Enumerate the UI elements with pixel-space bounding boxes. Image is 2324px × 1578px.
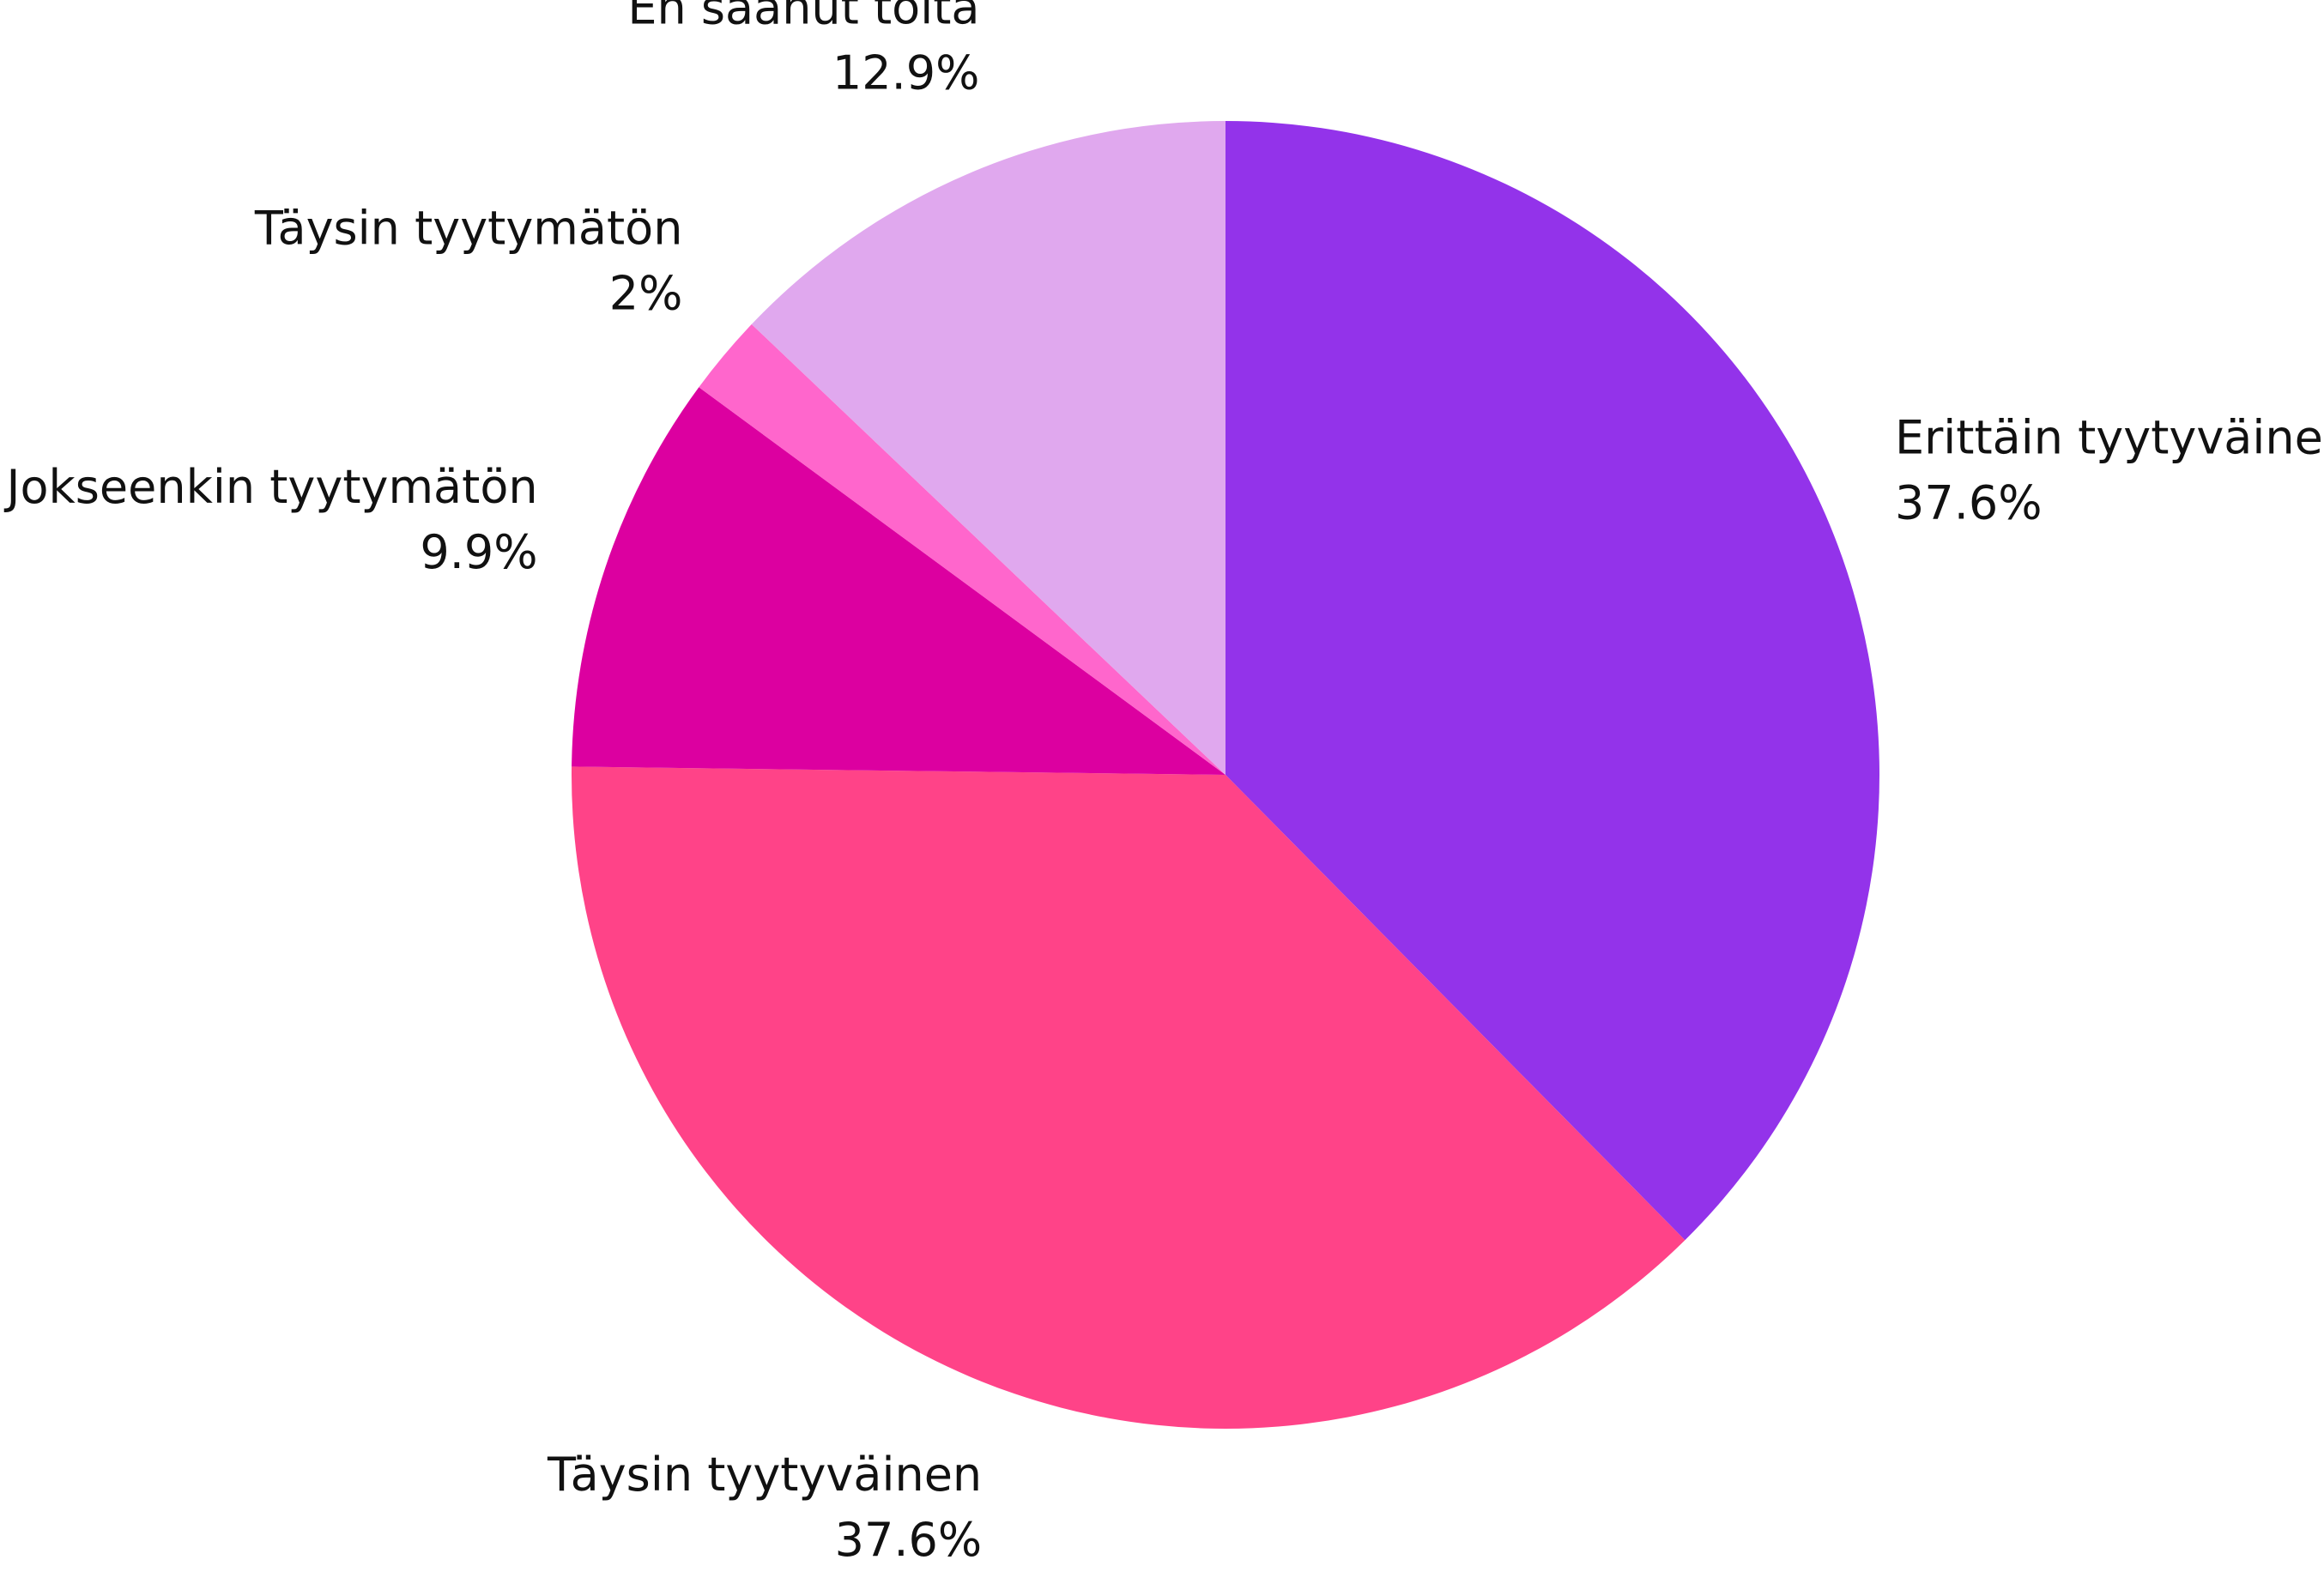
slice-value-label: 12.9% (832, 45, 980, 100)
pie-slice (699, 323, 1226, 775)
slice-value-label: 2% (609, 267, 683, 321)
pie-slice (751, 121, 1226, 775)
slice-label: Erittäin tyytyväinen (1895, 411, 2324, 465)
slice-value-label: 37.6% (835, 1513, 983, 1567)
slice-label: Jokseenkin tyytymätön (4, 460, 538, 514)
pie-slice (572, 766, 1686, 1429)
slice-label: Täysin tyytymätön (254, 202, 683, 256)
pie-slice (1226, 121, 1879, 1241)
slice-label: Täysin tyytyväinen (547, 1448, 982, 1502)
slice-value-label: 9.9% (420, 525, 537, 579)
pie-slice (572, 387, 1226, 775)
slice-label: En saanut töitä (627, 0, 979, 34)
slice-value-label: 37.6% (1895, 476, 2043, 530)
